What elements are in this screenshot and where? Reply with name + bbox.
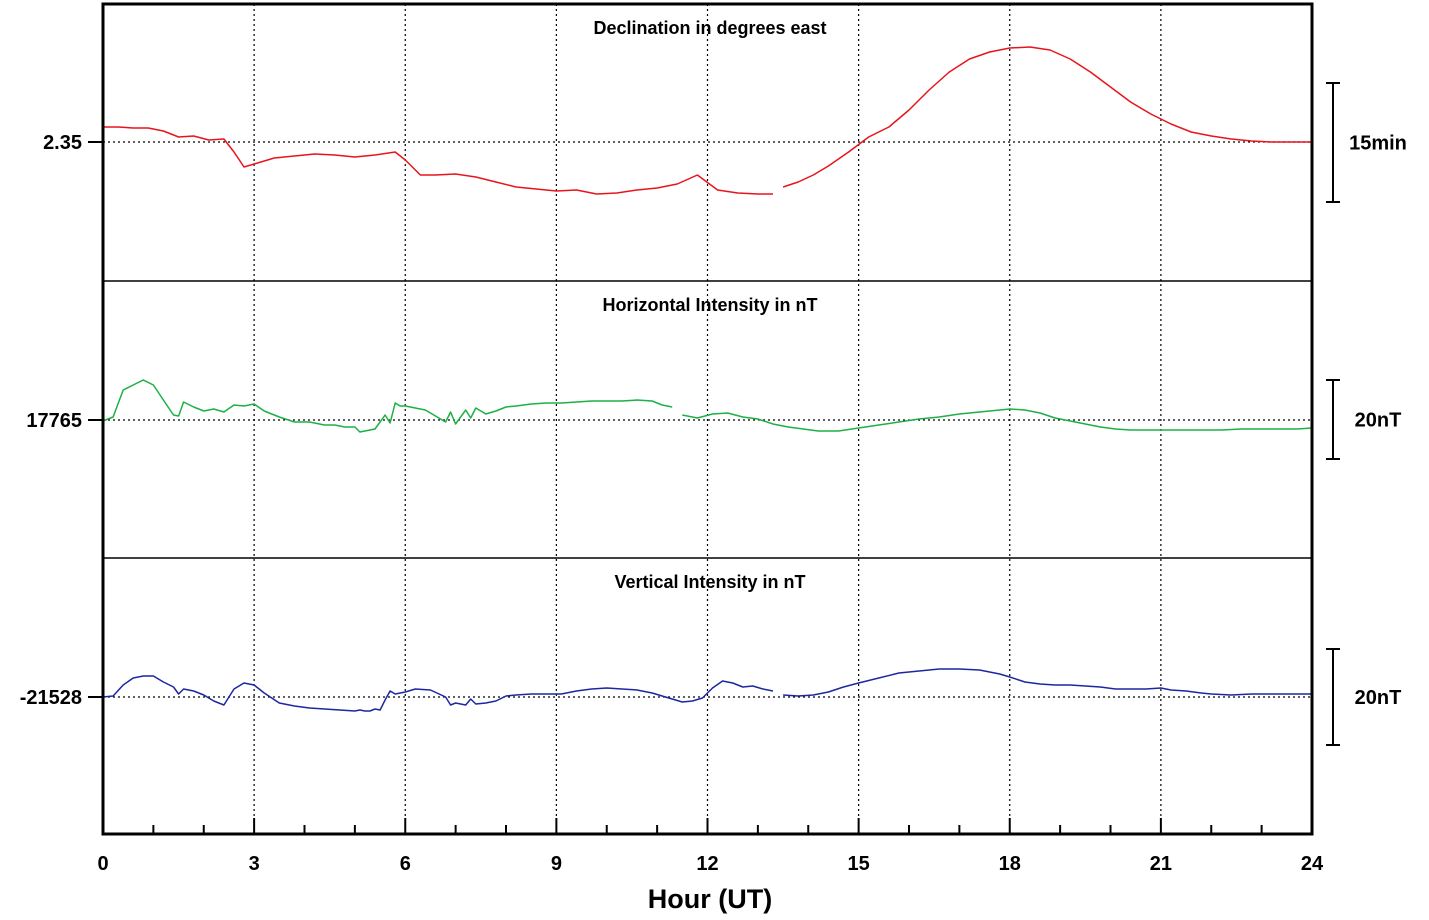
x-axis-label: Hour (UT) (648, 884, 772, 914)
scale-label: 20nT (1355, 410, 1402, 432)
baseline-label: 17765 (26, 410, 82, 432)
plot-frame (88, 2, 1340, 836)
x-tick-label: 12 (696, 853, 718, 875)
trace-line (782, 46, 1312, 188)
trace-line (783, 668, 1312, 697)
baseline-label: 2.35 (43, 132, 82, 154)
x-tick-label: 6 (400, 853, 411, 875)
traces (102, 46, 1313, 712)
x-tick-label: 18 (999, 853, 1021, 875)
x-tick-label: 15 (848, 853, 870, 875)
panel-title: Vertical Intensity in nT (614, 572, 805, 592)
trace-line (682, 408, 1313, 432)
scale-label: 15min (1349, 133, 1407, 155)
trace-line (102, 379, 673, 433)
scale-label: 20nT (1355, 687, 1402, 709)
baseline-label: -21528 (20, 687, 82, 709)
panel-title: Horizontal Intensity in nT (603, 295, 818, 315)
panel-title: Declination in degrees east (593, 18, 826, 38)
labels: Declination in degrees east 2.35 15min Hori… (20, 18, 1407, 914)
x-tick-label: 3 (249, 853, 260, 875)
x-tick-label: 0 (97, 853, 108, 875)
x-tick-label: 24 (1301, 853, 1324, 875)
grid-lines (88, 4, 1312, 834)
x-tick-label: 9 (551, 853, 562, 875)
x-tick-label: 21 (1150, 853, 1172, 875)
trace-line (103, 126, 773, 195)
trace-line (102, 675, 774, 712)
